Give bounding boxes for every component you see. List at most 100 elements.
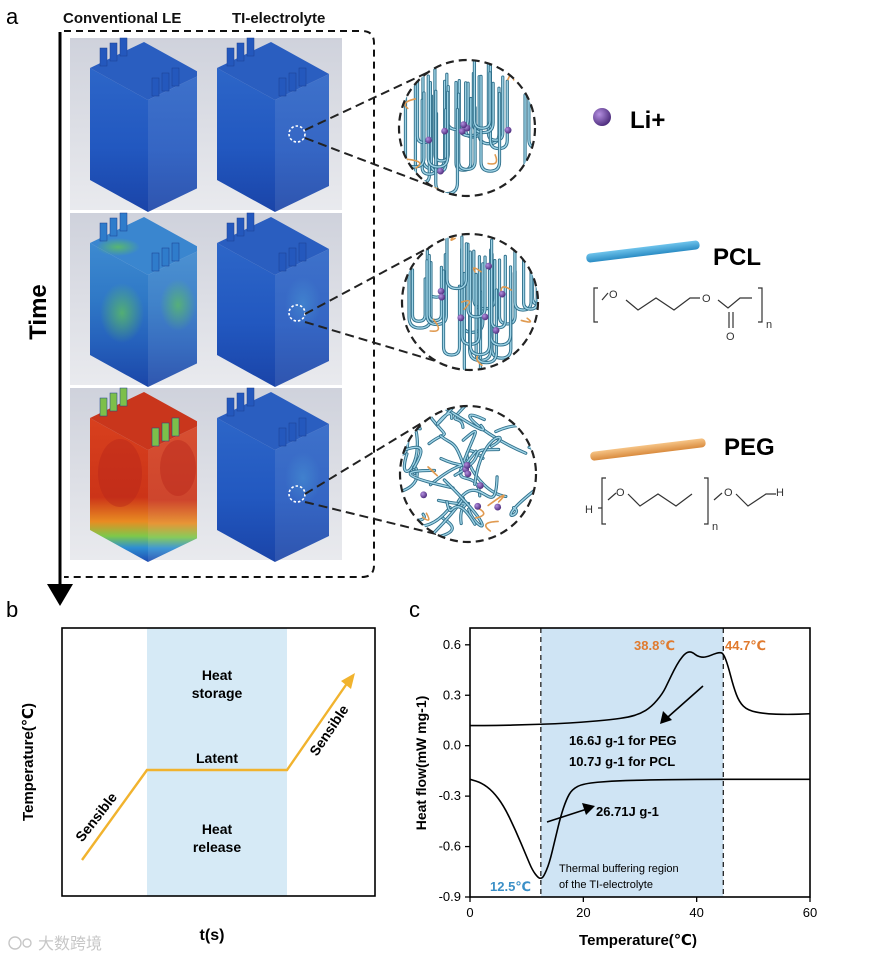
- battery-cell-ti-3: [197, 387, 342, 562]
- y-tick-label: -0.6: [439, 839, 461, 854]
- li-ion: [438, 293, 446, 301]
- peg-n: n: [712, 521, 718, 533]
- panel-b: b Temperature(℃) t(s) Sensible Latent Se…: [6, 597, 376, 944]
- li-ion: [504, 126, 512, 134]
- focus-circle: [288, 125, 306, 143]
- zoom-circles: [304, 58, 540, 544]
- x-tick-label: 0: [466, 905, 473, 920]
- pcl-label: PCL: [713, 244, 761, 271]
- li-ion: [458, 127, 466, 135]
- zoom-circle-1: [304, 58, 537, 198]
- pcl-o2: O: [702, 293, 711, 305]
- y-tick-label: 0.6: [443, 637, 461, 652]
- panel-b-letter: b: [6, 597, 18, 622]
- arrow-cooling-head: [582, 803, 595, 815]
- li-ion: [425, 136, 433, 144]
- peg-h-left: H: [585, 504, 593, 516]
- li-ion: [457, 314, 465, 322]
- panel-a-letter: a: [6, 4, 19, 29]
- pcl-structure: [593, 287, 763, 328]
- battery-cell-conventional-1: [70, 37, 215, 212]
- annotation-enthalpy-peg: 16.6J g-1 for PEG: [569, 733, 677, 748]
- li-ion: [460, 121, 468, 129]
- heating-curve: [470, 651, 811, 727]
- pcl-o3: O: [726, 331, 735, 343]
- annotation-t-low: 12.5℃: [490, 879, 531, 894]
- profile-arrowhead: [341, 673, 355, 689]
- panel-a: a Conventional LE TI-electrolyte Time Li…: [6, 4, 784, 606]
- battery-cell-conventional-3: [70, 387, 215, 562]
- annotation-region-1: Thermal buffering region: [559, 863, 679, 875]
- cooling-curve: [469, 778, 810, 880]
- pcl-n: n: [766, 319, 772, 331]
- li-ion-icon: [593, 108, 611, 126]
- li-ion: [481, 313, 489, 321]
- y-tick-label: 0.3: [443, 687, 461, 702]
- arrow-cooling: [546, 808, 588, 823]
- li-ion: [498, 290, 506, 298]
- arrow-heating-head: [660, 711, 672, 724]
- panel-c: c 0 20 40 60 -0.9 -0.6 -0.3 0.0 0.3 0.6 Temperatu…: [409, 597, 817, 949]
- label-latent: Latent: [196, 750, 238, 766]
- y-tick-label: -0.3: [439, 788, 461, 803]
- cells-dashed-frame: [64, 30, 375, 578]
- li-ion: [492, 327, 500, 334]
- li-ion: [476, 482, 484, 489]
- peg-rod-icon: [590, 438, 706, 461]
- zoom-circle-2: [304, 232, 540, 372]
- battery-cell-ti-2: [197, 212, 342, 387]
- temperature-profile-line: [81, 681, 349, 861]
- li-ion: [437, 167, 444, 175]
- battery-cell-conventional-2: [70, 212, 215, 387]
- watermark-text: 大数跨境: [38, 934, 102, 953]
- panel-c-ylabel: Heat flow(mW mg-1): [413, 696, 429, 831]
- li-label: Li+: [630, 107, 665, 134]
- annotation-t-mid: 38.8℃: [634, 638, 675, 653]
- panel-b-ylabel: Temperature(℃): [20, 703, 37, 821]
- panel-b-frame: [61, 627, 376, 897]
- annotation-t-high: 44.7℃: [725, 638, 766, 653]
- column-title-ti-electrolyte: TI-electrolyte: [232, 10, 325, 27]
- battery-cell-ti-1: [197, 37, 342, 212]
- label-heat-release-2: release: [193, 839, 241, 855]
- phase-change-region: [147, 628, 287, 896]
- thermal-buffering-region: [540, 628, 724, 897]
- li-ion: [463, 461, 471, 469]
- annotation-region-2: of the TI-electrolyte: [559, 879, 653, 891]
- pcl-o1: O: [609, 289, 618, 301]
- arrow-heating: [667, 685, 704, 718]
- molecule-legend: Li+ PCL O O O n PEG: [585, 107, 784, 533]
- li-ion: [437, 287, 445, 295]
- li-ion: [485, 262, 493, 270]
- li-ion: [420, 491, 428, 499]
- peg-label: PEG: [724, 434, 775, 461]
- panel-b-xlabel: t(s): [200, 927, 225, 944]
- li-ion: [441, 127, 449, 135]
- peg-o2: O: [724, 487, 733, 499]
- y-tick-label: -0.9: [439, 889, 461, 904]
- x-tick-label: 20: [576, 905, 590, 920]
- battery-cells: [70, 37, 342, 562]
- label-heat-storage-1: Heat: [202, 667, 233, 683]
- label-heat-storage-2: storage: [192, 685, 243, 701]
- annotation-enthalpy-pcl: 10.7J g-1 for PCL: [569, 754, 675, 769]
- label-heat-release-1: Heat: [202, 821, 233, 837]
- peg-o1: O: [616, 487, 625, 499]
- dsc-chart: 0 20 40 60 -0.9 -0.6 -0.3 0.0 0.3 0.6: [439, 627, 817, 920]
- peg-h-right: H: [776, 487, 784, 499]
- zoom-circle-3: [304, 404, 538, 544]
- x-tick-label: 40: [689, 905, 703, 920]
- panel-c-xlabel: Temperature(℃): [579, 932, 697, 949]
- peg-structure: [598, 477, 776, 525]
- li-ion: [464, 470, 472, 478]
- time-axis-label: Time: [25, 284, 52, 340]
- li-ion: [474, 502, 482, 510]
- x-tick-label: 60: [803, 905, 817, 920]
- panel-c-letter: c: [409, 597, 420, 622]
- panel-c-frame: [469, 627, 811, 898]
- time-axis-arrowhead: [47, 584, 73, 606]
- annotation-enthalpy-cool: 26.71J g-1: [596, 804, 659, 819]
- column-title-conventional: Conventional LE: [63, 10, 181, 27]
- watermark: 大数跨境: [8, 934, 102, 953]
